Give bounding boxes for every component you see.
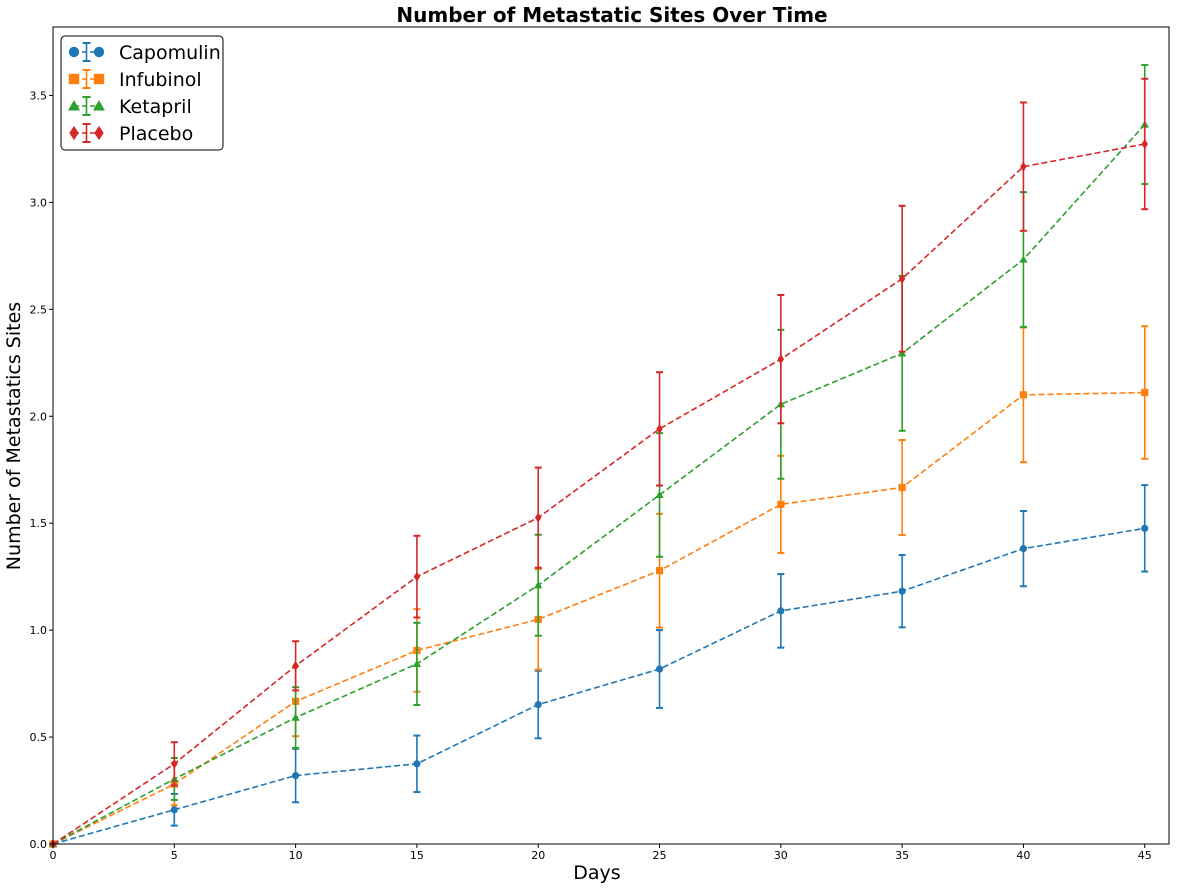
legend-entry-ketapril: Ketapril	[68, 96, 192, 118]
data-point	[777, 607, 785, 615]
x-tick-label: 0	[50, 849, 57, 862]
x-tick-label: 15	[410, 849, 424, 862]
y-tick-label: 1.0	[30, 624, 48, 637]
data-point	[898, 587, 906, 595]
legend-marker	[93, 46, 105, 58]
y-tick-label: 1.5	[30, 517, 48, 530]
legend-marker	[68, 100, 80, 111]
x-tick-label: 10	[289, 849, 303, 862]
y-axis-label: Number of Metastatics Sites	[3, 302, 25, 570]
data-point	[413, 760, 421, 768]
legend-label: Ketapril	[119, 96, 192, 118]
legend-marker	[68, 46, 80, 58]
data-point	[777, 354, 785, 365]
series-line	[52, 527, 1145, 845]
data-point	[170, 806, 178, 814]
x-tick-label: 5	[171, 849, 178, 862]
y-tick-label: 3.0	[30, 196, 48, 209]
legend-marker	[93, 100, 105, 111]
x-tick-label: 40	[1016, 849, 1030, 862]
data-point	[898, 483, 906, 492]
data-point	[1141, 388, 1149, 397]
y-tick-label: 2.5	[30, 303, 48, 316]
legend: Capomulin Infubinol Ketapril Placebo	[60, 35, 224, 151]
data-point	[534, 581, 543, 589]
series-line	[52, 391, 1145, 845]
legend-marker	[93, 73, 105, 85]
x-tick-label: 35	[895, 849, 909, 862]
data-point	[1141, 139, 1148, 149]
legend-label: Capomulin	[119, 42, 221, 64]
data-point	[898, 273, 906, 284]
legend-entry-capomulin: Capomulin	[68, 42, 221, 64]
x-tick-label: 45	[1138, 849, 1152, 862]
data-point	[412, 659, 422, 668]
data-point	[655, 567, 664, 575]
x-tick-label: 30	[774, 849, 788, 862]
series-line	[52, 143, 1145, 845]
data-point	[655, 490, 664, 499]
series-line	[52, 123, 1146, 845]
data-point	[413, 571, 421, 582]
data-point	[171, 758, 178, 769]
legend-label: Infubinol	[119, 69, 202, 91]
data-point	[291, 713, 300, 721]
data-point	[534, 512, 542, 523]
data-point	[777, 500, 785, 508]
x-tick-label: 25	[653, 849, 667, 862]
data-point	[292, 660, 299, 671]
series-capomulin	[49, 484, 1149, 848]
plot-area	[48, 64, 1149, 849]
y-tick-label: 0.0	[30, 838, 48, 851]
data-point	[292, 771, 300, 780]
data-point	[1141, 524, 1149, 532]
data-point	[1020, 161, 1027, 172]
x-axis-label: Days	[573, 862, 620, 884]
chart-title: Number of Metastatic Sites Over Time	[396, 3, 827, 27]
data-point	[1019, 391, 1028, 399]
data-point	[655, 665, 664, 673]
y-tick-label: 0.5	[30, 731, 48, 744]
legend-marker	[69, 125, 79, 141]
x-axis: 0 5 10 15 20 25 30 35 40 45	[50, 844, 1152, 862]
data-point	[534, 700, 542, 709]
legend-entry-placebo: Placebo	[69, 123, 193, 145]
plot-frame	[52, 26, 1170, 845]
data-point	[1019, 545, 1028, 553]
legend-marker	[68, 73, 80, 85]
legend-entry-infubinol: Infubinol	[68, 69, 202, 91]
y-tick-label: 3.5	[30, 89, 48, 102]
data-point	[656, 423, 663, 434]
legend-marker	[94, 125, 104, 141]
legend-box	[60, 35, 224, 151]
y-axis: 0.0 0.5 1.0 1.5 2.0 2.5 3.0 3.5	[30, 89, 53, 851]
y-tick-label: 2.0	[30, 410, 48, 423]
data-point	[897, 349, 907, 357]
x-tick-label: 20	[531, 849, 545, 862]
data-point	[1019, 255, 1028, 263]
legend-label: Placebo	[119, 123, 193, 145]
